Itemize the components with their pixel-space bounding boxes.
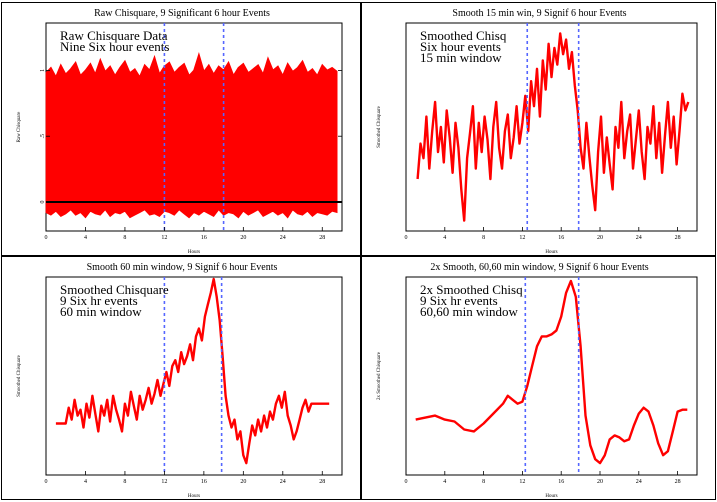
x-tick-label: 4: [443, 479, 446, 485]
chart-panel-1: Raw Chisquare, 9 Significant 6 hour Even…: [1, 2, 361, 256]
annotation-line-1: Smoothed Chisquare: [60, 282, 169, 297]
annotation-line-2: 9 Six hr events: [60, 293, 138, 308]
x-tick-label: 24: [280, 235, 286, 241]
x-tick-label: 24: [636, 235, 642, 241]
y-axis-label: Smoothed Chisquare: [377, 105, 382, 148]
y-axis-label: Smoothed Chisquare: [17, 354, 22, 397]
x-tick-label: 28: [319, 235, 325, 241]
x-tick-label: 24: [636, 479, 642, 485]
x-tick-label: 12: [161, 235, 167, 241]
x-tick-label: 4: [84, 479, 87, 485]
y-tick-label: 1: [40, 69, 46, 72]
x-tick-label: 28: [675, 235, 681, 241]
series-line: [55, 277, 330, 465]
annotation-line-3: 60 min window: [60, 304, 142, 319]
x-tick-label: 0: [405, 235, 408, 241]
y-axis-label: 2x Smoothed Chisquare: [377, 351, 382, 400]
chart-title: Raw Chisquare, 9 Significant 6 hour Even…: [94, 8, 270, 19]
chart-svg: 2x Smooth, 60,60 min window, 9 Signif 6 …: [377, 262, 698, 499]
x-tick-label: 16: [558, 235, 564, 241]
plot-frame: [405, 276, 698, 476]
series-band: [45, 53, 338, 219]
x-axis-label: Hours: [188, 494, 200, 499]
y-tick-label: 0: [40, 201, 46, 204]
x-tick-label: 16: [558, 479, 564, 485]
x-axis-label: Hours: [545, 250, 557, 255]
series-line: [45, 51, 338, 79]
x-tick-label: 20: [240, 235, 246, 241]
x-tick-label: 4: [443, 235, 446, 241]
x-tick-label: 0: [405, 479, 408, 485]
x-tick-label: 0: [45, 479, 48, 485]
x-tick-label: 12: [519, 479, 525, 485]
x-axis-label: Hours: [545, 494, 557, 499]
annotation-line-3: 60,60 min window: [420, 304, 518, 319]
x-tick-label: 4: [84, 235, 87, 241]
chart-svg: Smooth 15 min win, 9 Signif 6 hour Event…: [377, 8, 698, 255]
x-tick-label: 20: [597, 479, 603, 485]
x-tick-label: 8: [482, 479, 485, 485]
plot-frame: [45, 276, 343, 476]
x-tick-label: 28: [319, 479, 325, 485]
annotation-line-1: Smoothed Chisq: [420, 28, 507, 43]
y-axis-label: Raw Chisquare: [17, 111, 22, 142]
x-tick-label: 20: [597, 235, 603, 241]
x-tick-label: 20: [240, 479, 246, 485]
annotation-line-2: 9 Six hr events: [420, 293, 498, 308]
annotation-line-1: 2x Smoothed Chisq: [420, 282, 523, 297]
x-tick-label: 0: [45, 235, 48, 241]
series-line: [415, 279, 688, 465]
x-tick-label: 24: [280, 479, 286, 485]
chart-title: 2x Smooth, 60,60 min window, 9 Signif 6 …: [430, 262, 648, 273]
x-tick-label: 8: [123, 235, 126, 241]
annotation-line-1: Raw Chisquare Data: [60, 28, 168, 43]
annotation-line-2: Nine Six hour events: [60, 39, 169, 54]
x-tick-label: 8: [123, 479, 126, 485]
chart-panel-4: 2x Smooth, 60,60 min window, 9 Signif 6 …: [361, 256, 716, 500]
x-axis-label: Hours: [188, 250, 200, 255]
chart-svg: Smooth 60 min window, 9 Signif 6 hour Ev…: [17, 262, 343, 499]
chart-title: Smooth 15 min win, 9 Signif 6 hour Event…: [452, 8, 626, 19]
y-tick-label: .5: [40, 134, 46, 139]
annotation-line-3: 15 min window: [420, 50, 502, 65]
x-tick-label: 16: [201, 235, 207, 241]
chart-panel-3: Smooth 60 min window, 9 Signif 6 hour Ev…: [1, 256, 361, 500]
plot-frame: [405, 22, 698, 232]
x-tick-label: 12: [161, 479, 167, 485]
chart-title: Smooth 60 min window, 9 Signif 6 hour Ev…: [87, 262, 278, 273]
chart-panel-2: Smooth 15 min win, 9 Signif 6 hour Event…: [361, 2, 716, 256]
chart-svg: Raw Chisquare, 9 Significant 6 hour Even…: [17, 8, 343, 255]
x-tick-label: 16: [201, 479, 207, 485]
x-tick-label: 12: [519, 235, 525, 241]
annotation-line-2: Six hour events: [420, 39, 501, 54]
series-line: [416, 32, 690, 222]
x-tick-label: 28: [675, 479, 681, 485]
x-tick-label: 8: [482, 235, 485, 241]
